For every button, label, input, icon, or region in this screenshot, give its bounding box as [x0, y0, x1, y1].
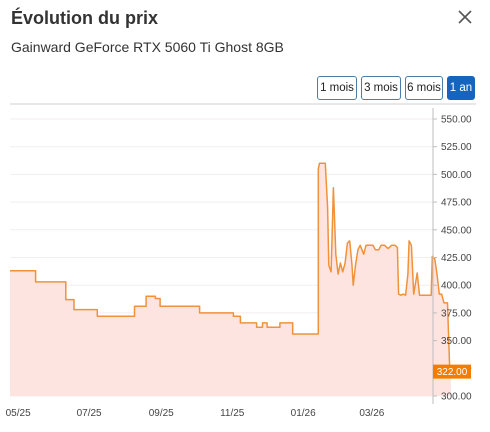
y-tick-label: 350.00: [441, 336, 472, 347]
y-tick-label: 300.00: [441, 392, 472, 403]
x-axis-ticks: 05/25 07/25 09/25 11/25 01/26 03/26: [6, 408, 385, 419]
x-tick-label: 03/26: [359, 408, 384, 419]
x-tick-label: 09/25: [149, 408, 174, 419]
y-tick-label: 475.00: [441, 198, 472, 209]
y-tick-label: 550.00: [441, 115, 472, 126]
dialog-title: Évolution du prix: [11, 8, 158, 28]
y-tick-label: 500.00: [441, 170, 472, 181]
x-tick-label: 07/25: [77, 408, 102, 419]
y-tick-label: 525.00: [441, 142, 472, 153]
current-price-label: 322.00: [437, 367, 468, 378]
range-1-month-button[interactable]: 1 mois: [317, 76, 357, 100]
y-tick-label: 425.00: [441, 253, 472, 264]
x-tick-label: 01/26: [291, 408, 316, 419]
time-range-selector: 1 mois 3 mois 6 mois 1 an: [0, 76, 490, 102]
x-tick-label: 11/25: [220, 408, 245, 419]
current-price-tag-bg: [433, 364, 471, 379]
product-name: Gainward GeForce RTX 5060 Ti Ghost 8GB: [11, 39, 284, 55]
range-1-year-button[interactable]: 1 an: [447, 76, 475, 100]
range-3-months-button[interactable]: 3 mois: [361, 76, 401, 100]
x-tick-label: 05/25: [6, 408, 31, 419]
y-tick-label: 375.00: [441, 308, 472, 319]
close-icon[interactable]: [454, 6, 476, 28]
y-tick-label: 400.00: [441, 281, 472, 292]
current-price-tag: 322.00: [433, 364, 471, 379]
close-icon-stroke-b: [458, 10, 472, 24]
y-tick-label: 450.00: [441, 225, 472, 236]
range-6-months-button[interactable]: 6 mois: [405, 76, 443, 100]
price-line: [10, 162, 451, 373]
price-area: [10, 163, 451, 396]
